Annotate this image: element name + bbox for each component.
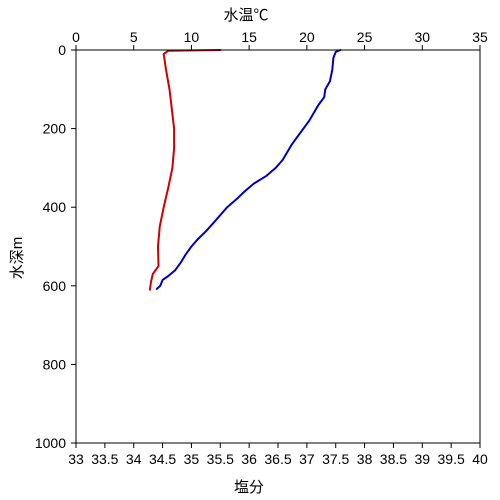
top-axis-title: 水温℃ [223, 7, 268, 24]
bottom-tick-label: 37.5 [322, 451, 349, 467]
y-tick-label: 600 [43, 278, 67, 294]
y-tick-label: 0 [58, 42, 66, 58]
bottom-tick-label: 39.5 [438, 451, 465, 467]
bottom-tick-label: 39 [414, 451, 430, 467]
top-tick-label: 20 [299, 29, 315, 45]
bottom-tick-label: 38 [357, 451, 373, 467]
y-tick-label: 800 [43, 356, 67, 372]
plot-frame [75, 49, 481, 444]
series-layer [148, 49, 342, 291]
top-tick-label: 15 [241, 29, 257, 45]
bottom-tick-label: 37 [299, 451, 315, 467]
top-tick-label: 25 [357, 29, 373, 45]
bottom-tick-label: 36 [241, 451, 257, 467]
salinity-series-line [148, 49, 222, 291]
bottom-tick-label: 33.5 [91, 451, 118, 467]
top-tick-label: 5 [130, 29, 138, 45]
top-tick-label: 35 [472, 29, 488, 45]
bottom-tick-label: 34 [126, 451, 142, 467]
y-axis-title: 水深m [9, 237, 26, 280]
y-tick-label: 400 [43, 199, 67, 215]
y-tick-label: 1000 [35, 435, 66, 451]
bottom-tick-label: 36.5 [264, 451, 291, 467]
bottom-tick-label: 40 [472, 451, 488, 467]
top-axis-ticks: 0 5 10 15 20 25 30 35 [72, 29, 488, 50]
bottom-axis-title: 塩分 [234, 479, 264, 496]
bottom-tick-label: 33 [68, 451, 84, 467]
top-tick-label: 30 [414, 29, 430, 45]
bottom-tick-label: 38.5 [380, 451, 407, 467]
top-tick-label: 0 [72, 29, 80, 45]
y-axis-ticks: 0 200 400 600 800 1000 [35, 42, 76, 451]
temperature-series-line [155, 49, 342, 290]
bottom-tick-label: 35 [184, 451, 200, 467]
top-tick-label: 10 [184, 29, 200, 45]
bottom-axis-ticks: 33 33.5 34 34.5 35 35.5 36 36.5 37 37.5 38 38.5 39 39… [68, 443, 488, 467]
y-tick-label: 200 [43, 121, 67, 137]
bottom-tick-label: 34.5 [149, 451, 176, 467]
bottom-tick-label: 35.5 [207, 451, 234, 467]
